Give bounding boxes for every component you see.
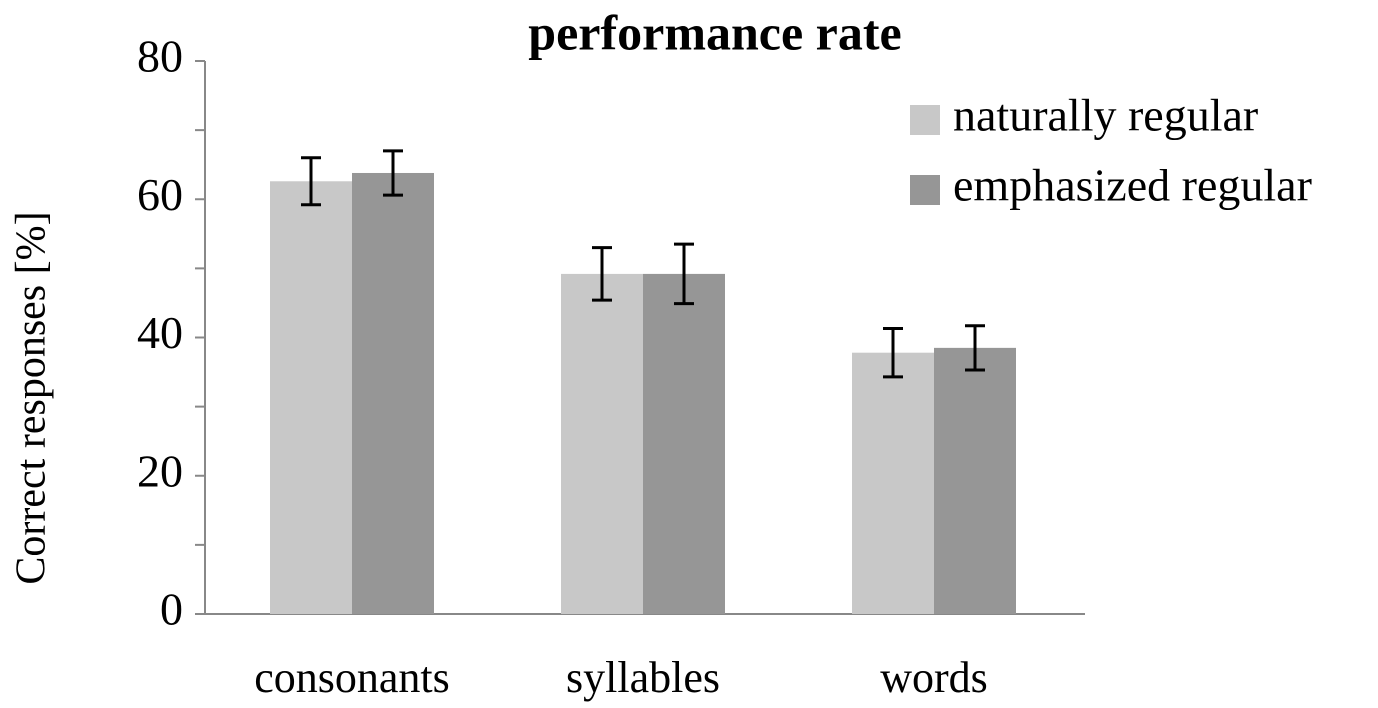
error-bar [674, 242, 694, 306]
chart-title: performance rate [528, 4, 901, 60]
bar [270, 181, 352, 614]
y-tick-label: 60 [137, 169, 183, 220]
y-axis-label: Correct responses [%] [9, 211, 55, 584]
y-tick-label: 20 [137, 445, 183, 496]
error-bar [301, 156, 321, 207]
legend-label: emphasized regular [953, 160, 1312, 211]
error-bar [383, 149, 403, 197]
x-tick-label: syllables [566, 653, 720, 702]
bar [352, 172, 434, 615]
error-bar [883, 327, 903, 379]
bar [561, 273, 643, 614]
legend-swatch [910, 175, 940, 205]
y-tick-label: 80 [137, 31, 183, 82]
error-bar [592, 246, 612, 302]
x-tick-label: words [880, 653, 988, 702]
legend-swatch [910, 105, 940, 135]
y-tick-label: 0 [160, 584, 183, 635]
x-tick-label: consonants [254, 653, 450, 702]
bar [934, 347, 1016, 614]
bar [852, 352, 934, 614]
error-bar [965, 324, 985, 372]
bar [643, 273, 725, 614]
legend-label: naturally regular [953, 90, 1258, 141]
y-tick-label: 40 [137, 307, 183, 358]
